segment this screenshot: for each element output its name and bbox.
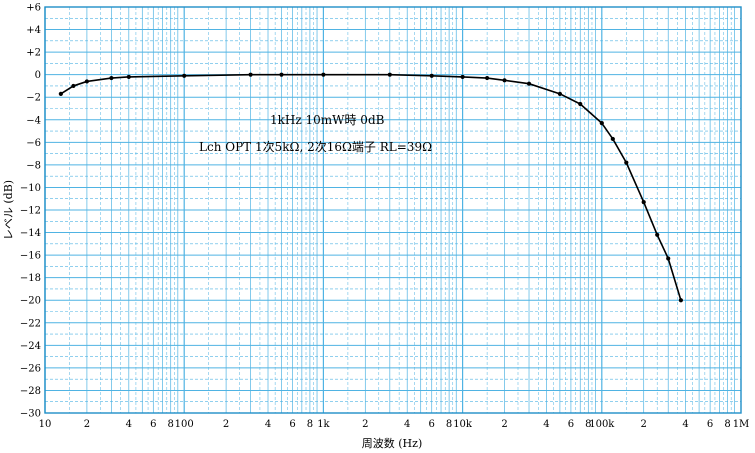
data-point (126, 74, 131, 80)
data-point (321, 72, 326, 77)
x-tick-label: 6 (707, 419, 713, 430)
data-point (387, 72, 392, 77)
y-axis-label: レベル (dB) (2, 180, 15, 240)
y-tick-label: −30 (20, 409, 41, 420)
data-point (502, 78, 507, 83)
y-tick-label: −10 (20, 183, 41, 194)
x-tick-label: 8 (307, 419, 313, 430)
x-tick-label: 100 (175, 419, 194, 430)
data-point (526, 81, 532, 86)
y-tick-label: 0 (35, 70, 41, 81)
x-tick-label: 2 (84, 419, 90, 430)
y-tick-label: −4 (26, 115, 41, 126)
data-point (84, 79, 90, 84)
data-point (578, 101, 583, 107)
y-tick-label: −28 (20, 386, 41, 397)
data-point (678, 298, 683, 303)
x-tick-label: 2 (641, 419, 647, 430)
data-point (624, 160, 629, 165)
y-tick-label: −8 (26, 160, 41, 171)
data-point (109, 75, 114, 81)
x-tick-label: 6 (150, 419, 156, 430)
x-tick-label: 6 (568, 419, 574, 430)
y-tick-label: −20 (20, 296, 41, 307)
x-tick-label: 2 (362, 419, 368, 430)
y-tick-label: −26 (20, 363, 41, 374)
data-point (557, 91, 562, 96)
x-tick-label: 4 (126, 419, 132, 430)
x-tick-label: 4 (682, 419, 688, 430)
plot-border (44, 6, 742, 414)
chart-grid (44, 6, 742, 414)
x-tick-label: 8 (168, 419, 174, 430)
data-point (666, 256, 671, 261)
x-tick-label: 2 (223, 419, 229, 430)
y-tick-label: −2 (26, 93, 41, 104)
data-point (71, 83, 76, 89)
x-tick-label: 6 (289, 419, 295, 430)
x-tick-label: 10 (39, 419, 52, 430)
chart-tick-labels: +6 +4 +2 0 −2 −4 −6 −8 −10 −12 −14 −16 −18 −20 −22 −24 −… (20, 3, 749, 431)
data-point (599, 121, 604, 126)
x-tick-label: 4 (265, 419, 271, 430)
series-line (60, 73, 682, 301)
data-point (655, 232, 660, 237)
data-point (460, 74, 465, 80)
y-tick-label: +6 (26, 3, 41, 14)
x-tick-label: 10k (453, 419, 473, 430)
x-tick-label: 8 (724, 419, 730, 430)
data-point (429, 73, 434, 78)
x-tick-label: 8 (446, 419, 452, 430)
x-tick-label: 1M (733, 419, 750, 430)
data-point (485, 75, 490, 81)
y-tick-label: −18 (20, 273, 41, 284)
data-point (610, 136, 615, 142)
data-point (641, 200, 646, 205)
x-axis-label: 周波数 (Hz) (362, 437, 422, 450)
x-tick-label: 4 (543, 419, 549, 430)
data-point (248, 72, 253, 77)
y-tick-label: −14 (20, 228, 41, 239)
x-tick-label: 2 (501, 419, 507, 430)
annotation-reference: 1kHz 10mW時 0dB (270, 113, 385, 127)
y-tick-label: +4 (26, 25, 41, 36)
y-tick-label: +2 (26, 48, 41, 59)
data-point (58, 91, 63, 96)
x-tick-label: 6 (429, 419, 435, 430)
y-tick-label: −12 (20, 206, 41, 217)
y-tick-label: −22 (20, 318, 41, 329)
data-point (182, 73, 187, 78)
y-tick-label: −24 (20, 341, 41, 352)
y-tick-label: −6 (26, 138, 41, 149)
x-tick-label: 100k (589, 419, 615, 430)
x-tick-label: 4 (404, 419, 410, 430)
annotation-conditions: Lch OPT 1次5kΩ, 2次16Ω端子 RL=39Ω (199, 140, 432, 154)
chart-series (58, 72, 683, 303)
y-tick-label: −16 (20, 251, 41, 262)
data-point (279, 72, 284, 77)
x-tick-label: 1k (317, 419, 330, 430)
x-tick-label: 8 (585, 419, 591, 430)
